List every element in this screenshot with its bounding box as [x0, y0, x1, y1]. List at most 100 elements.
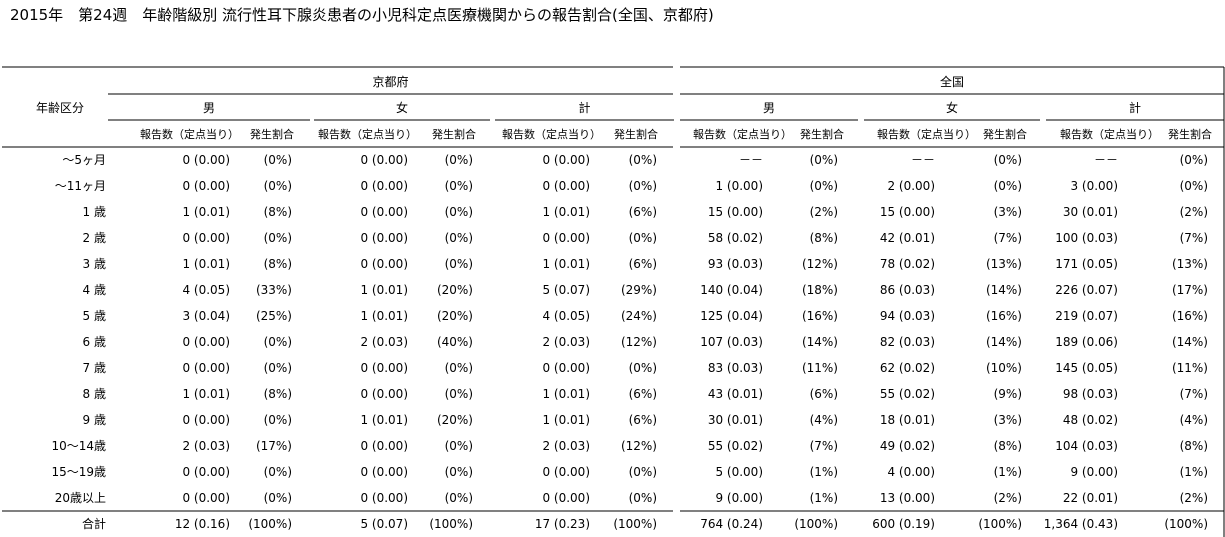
count-cell: －－: [1094, 153, 1118, 167]
count-cell: 4 (0.05): [542, 309, 590, 323]
count-cell: 48 (0.02): [1063, 413, 1118, 427]
ratio-cell: (8%): [1180, 439, 1208, 453]
count-cell: 30 (0.01): [1063, 205, 1118, 219]
count-cell: 49 (0.02): [880, 439, 935, 453]
ratio-cell: (8%): [264, 205, 292, 219]
count-cell: 9 (0.00): [715, 491, 763, 505]
ratio-cell: (17%): [1172, 283, 1208, 297]
count-cell: 5 (0.07): [542, 283, 590, 297]
ratio-cell: (0%): [264, 361, 292, 375]
count-cell: 226 (0.07): [1055, 283, 1118, 297]
count-cell: 0 (0.00): [360, 491, 408, 505]
ratio-cell: (11%): [802, 361, 838, 375]
ratio-cell: (20%): [437, 283, 473, 297]
ratio-cell: (7%): [810, 439, 838, 453]
total-ratio-cell: (100%): [978, 517, 1022, 531]
count-cell: 1 (0.01): [542, 387, 590, 401]
ratio-cell: (24%): [621, 309, 657, 323]
count-cell: 0 (0.00): [360, 361, 408, 375]
total-label: 合計: [82, 516, 106, 531]
count-subheader: 報告数（定点当り）: [502, 127, 601, 141]
count-cell: 58 (0.02): [708, 231, 763, 245]
ratio-cell: (13%): [986, 257, 1022, 271]
region-header: 京都府: [372, 74, 408, 89]
total-ratio-cell: (100%): [1164, 517, 1208, 531]
count-cell: 140 (0.04): [700, 283, 763, 297]
ratio-cell: (12%): [802, 257, 838, 271]
sex-header: 女: [396, 100, 408, 115]
count-cell: 1 (0.01): [542, 205, 590, 219]
ratio-cell: (4%): [1180, 413, 1208, 427]
count-cell: 78 (0.02): [880, 257, 935, 271]
count-cell: 125 (0.04): [700, 309, 763, 323]
age-label: 4 歳: [83, 283, 106, 297]
count-cell: 2 (0.03): [542, 335, 590, 349]
ratio-cell: (0%): [264, 465, 292, 479]
ratio-cell: (6%): [810, 387, 838, 401]
ratio-cell: (9%): [994, 387, 1022, 401]
ratio-cell: (0%): [264, 153, 292, 167]
count-cell: 15 (0.00): [880, 205, 935, 219]
count-cell: 0 (0.00): [182, 361, 230, 375]
count-cell: 15 (0.00): [708, 205, 763, 219]
sex-header: 計: [1129, 100, 1141, 115]
count-cell: 55 (0.02): [880, 387, 935, 401]
ratio-cell: (0%): [1180, 179, 1208, 193]
ratio-cell: (16%): [1172, 309, 1208, 323]
count-cell: 4 (0.00): [887, 465, 935, 479]
count-cell: 0 (0.00): [182, 335, 230, 349]
count-cell: 83 (0.03): [708, 361, 763, 375]
ratio-cell: (7%): [994, 231, 1022, 245]
age-label: 2 歳: [83, 231, 106, 245]
count-subheader: 報告数（定点当り）: [318, 127, 417, 141]
count-cell: －－: [739, 153, 763, 167]
ratio-cell: (0%): [445, 361, 473, 375]
count-cell: 171 (0.05): [1055, 257, 1118, 271]
ratio-cell: (6%): [629, 413, 657, 427]
ratio-cell: (11%): [1172, 361, 1208, 375]
count-cell: 100 (0.03): [1055, 231, 1118, 245]
count-cell: 2 (0.03): [360, 335, 408, 349]
ratio-cell: (8%): [264, 387, 292, 401]
count-cell: 3 (0.00): [1070, 179, 1118, 193]
count-cell: 0 (0.00): [360, 257, 408, 271]
sex-header: 男: [203, 101, 215, 115]
ratio-cell: (0%): [810, 179, 838, 193]
total-count-cell: 5 (0.07): [360, 517, 408, 531]
count-cell: 0 (0.00): [360, 205, 408, 219]
count-cell: 1 (0.01): [542, 413, 590, 427]
page-title: 2015年 第24週 年齢階級別 流行性耳下腺炎患者の小児科定点医療機関からの報…: [10, 6, 714, 24]
ratio-cell: (20%): [437, 413, 473, 427]
age-label: 20歳以上: [55, 491, 106, 505]
count-cell: 0 (0.00): [182, 413, 230, 427]
count-cell: 0 (0.00): [360, 387, 408, 401]
total-count-cell: 1,364 (0.43): [1044, 517, 1118, 531]
ratio-cell: (3%): [994, 205, 1022, 219]
count-subheader: 報告数（定点当り）: [140, 127, 239, 141]
ratio-cell: (14%): [986, 283, 1022, 297]
ratio-cell: (0%): [445, 439, 473, 453]
ratio-cell: (2%): [1180, 205, 1208, 219]
count-cell: 0 (0.00): [542, 361, 590, 375]
ratio-cell: (0%): [445, 465, 473, 479]
age-label: 7 歳: [83, 361, 106, 375]
count-cell: 93 (0.03): [708, 257, 763, 271]
count-cell: 18 (0.01): [880, 413, 935, 427]
count-cell: 0 (0.00): [360, 439, 408, 453]
ratio-subheader: 発生割合: [800, 127, 844, 141]
age-label: 1 歳: [83, 205, 106, 219]
count-cell: 2 (0.03): [542, 439, 590, 453]
ratio-cell: (8%): [264, 257, 292, 271]
ratio-cell: (0%): [629, 465, 657, 479]
ratio-cell: (0%): [445, 153, 473, 167]
ratio-cell: (1%): [994, 465, 1022, 479]
ratio-cell: (3%): [994, 413, 1022, 427]
count-cell: 2 (0.03): [182, 439, 230, 453]
count-cell: 0 (0.00): [182, 491, 230, 505]
ratio-cell: (0%): [264, 231, 292, 245]
ratio-cell: (10%): [986, 361, 1022, 375]
count-cell: 1 (0.00): [715, 179, 763, 193]
total-count-cell: 600 (0.19): [872, 517, 935, 531]
count-subheader: 報告数（定点当り）: [877, 127, 976, 141]
